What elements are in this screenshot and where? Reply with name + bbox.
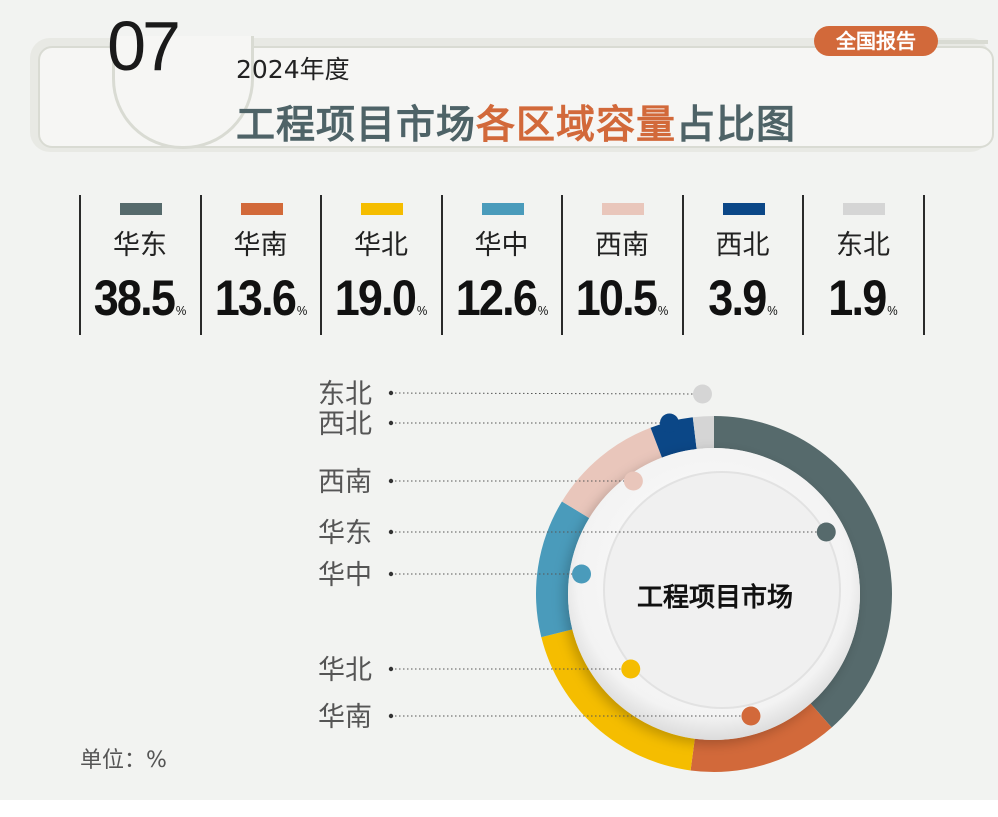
callout-label: 华东 xyxy=(318,518,372,549)
callout-marker xyxy=(692,384,712,404)
donut-slice xyxy=(536,501,590,638)
stat-swatch xyxy=(722,203,765,215)
callout-start-dot xyxy=(388,420,394,426)
stat-value: 38.5% xyxy=(86,269,194,327)
stat-divider xyxy=(320,195,322,335)
callout-label: 西北 xyxy=(318,409,372,440)
header-inner xyxy=(38,36,994,149)
callout-start-dot xyxy=(388,478,394,484)
title-part-2: 占比图 xyxy=(676,103,797,148)
stat-region-name: 华东 xyxy=(113,230,167,261)
stat-number: 19.0 xyxy=(334,270,417,326)
stat-value: 3.9% xyxy=(689,269,797,327)
stat-region-name: 西南 xyxy=(595,230,649,261)
stat-swatch xyxy=(240,203,283,215)
stat-number: 38.5 xyxy=(93,270,176,326)
callout-marker xyxy=(741,706,761,726)
stat-region-name: 华南 xyxy=(233,230,288,261)
callout-marker xyxy=(572,564,592,584)
header-number-tab xyxy=(112,36,254,149)
stat-divider xyxy=(79,195,81,335)
callout-start-dot xyxy=(388,390,394,396)
chart-center-label: 工程项目市场 xyxy=(636,583,793,613)
title-part-1: 工程项目市场 xyxy=(236,103,477,148)
stat-region-name: 华中 xyxy=(474,230,529,261)
stat-percent-sign: % xyxy=(657,303,669,318)
stat-divider xyxy=(561,195,563,335)
callout-label: 华中 xyxy=(318,560,372,591)
callout-label: 东北 xyxy=(318,379,372,410)
stat-item: 西南 10.5% xyxy=(562,195,682,335)
report-badge: 全国报告 xyxy=(814,26,938,56)
stat-item: 东北 1.9% xyxy=(803,195,923,335)
stat-percent-sign: % xyxy=(296,303,307,318)
page-title: 工程项目市场各区域容量占比图 xyxy=(236,94,796,150)
stat-number: 3.9 xyxy=(707,270,767,326)
stat-swatch xyxy=(361,203,403,215)
stat-swatch xyxy=(602,203,644,215)
legend-stats: 华东 38.5% 华南 13.6% 华北 19.0% 华中 12.6% 西南 10.5% 西北 3.9… xyxy=(79,195,925,335)
stat-region-name: 华北 xyxy=(354,230,408,261)
inner-disc-center xyxy=(603,471,841,709)
stat-number: 1.9 xyxy=(828,270,887,326)
stat-value: 1.9% xyxy=(809,269,917,327)
callout-start-dot xyxy=(388,571,394,577)
callout-start-dot xyxy=(388,529,394,535)
stat-item: 华东 38.5% xyxy=(80,195,200,335)
stat-swatch xyxy=(481,203,524,215)
stat-percent-sign: % xyxy=(766,303,778,318)
stat-region-name: 东北 xyxy=(836,230,890,261)
stat-number: 10.5 xyxy=(575,270,658,326)
callout-label: 华北 xyxy=(318,655,372,686)
section-number: 07 xyxy=(107,7,181,85)
callout-marker xyxy=(816,522,836,542)
callout-start-dot xyxy=(388,666,394,672)
stat-divider xyxy=(802,195,804,335)
stat-item: 华中 12.6% xyxy=(442,195,562,335)
stat-divider xyxy=(681,195,684,335)
stat-percent-sign: % xyxy=(537,303,548,318)
donut-slice xyxy=(714,416,893,728)
stat-value: 12.6% xyxy=(448,269,556,327)
stat-divider xyxy=(922,195,925,335)
badge-rule xyxy=(930,40,988,44)
callout-marker xyxy=(621,659,641,679)
stat-value: 10.5% xyxy=(568,269,676,327)
donut-slice xyxy=(692,416,714,450)
stat-divider xyxy=(440,195,443,335)
callout-label: 华南 xyxy=(318,702,372,733)
report-year: 2024年度 xyxy=(236,55,350,84)
stat-percent-sign: % xyxy=(175,303,187,318)
callout-marker xyxy=(659,413,679,433)
donut-slice xyxy=(690,703,832,772)
stat-item: 西北 3.9% xyxy=(683,195,803,335)
stat-value: 19.0% xyxy=(327,269,435,327)
callout-leader xyxy=(390,392,703,395)
unit-label: 单位：% xyxy=(80,748,167,773)
stat-swatch xyxy=(843,203,885,215)
callout-marker xyxy=(623,471,643,491)
callout-start-dot xyxy=(388,713,394,719)
stat-swatch xyxy=(120,203,162,215)
donut-slice xyxy=(561,427,662,519)
title-highlight: 各区域容量 xyxy=(476,103,677,148)
stat-value: 13.6% xyxy=(207,269,315,327)
stat-number: 12.6 xyxy=(455,270,537,326)
stat-item: 华南 13.6% xyxy=(201,195,321,335)
donut-slice xyxy=(541,629,695,771)
stat-number: 13.6 xyxy=(214,270,296,326)
stat-divider xyxy=(199,195,202,335)
stat-region-name: 西北 xyxy=(715,230,770,261)
stat-percent-sign: % xyxy=(416,303,428,318)
stat-item: 华北 19.0% xyxy=(321,195,441,335)
callout-label: 西南 xyxy=(318,467,372,498)
stat-percent-sign: % xyxy=(887,303,898,318)
